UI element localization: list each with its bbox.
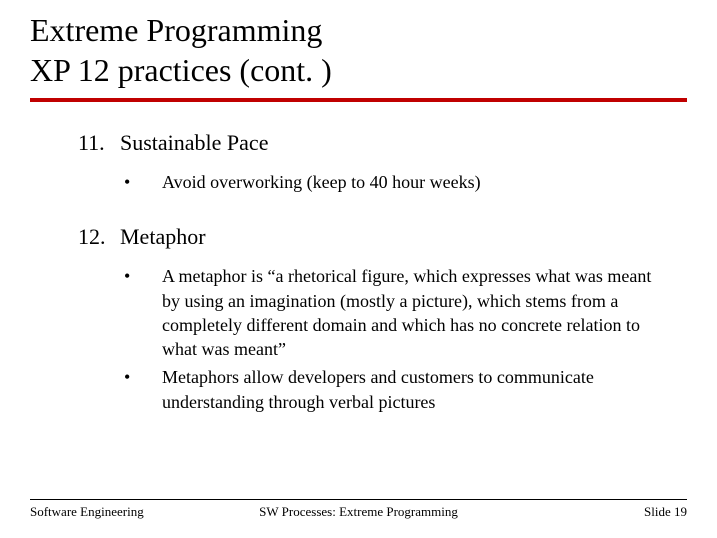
footer-rule — [30, 499, 687, 500]
item-number: 12. — [78, 224, 120, 250]
sub-item: • Avoid overworking (keep to 40 hour wee… — [120, 170, 687, 194]
sub-text: Avoid overworking (keep to 40 hour weeks… — [162, 170, 687, 194]
title-line-1: Extreme Programming — [30, 12, 322, 48]
sub-text: A metaphor is “a rhetorical figure, whic… — [162, 264, 687, 361]
slide-title: Extreme Programming XP 12 practices (con… — [30, 10, 687, 90]
title-rule — [30, 98, 687, 102]
footer-right: Slide 19 — [468, 504, 687, 520]
title-line-2: XP 12 practices (cont. ) — [30, 52, 332, 88]
item-number: 11. — [78, 130, 120, 156]
list-item: 11. Sustainable Pace • Avoid overworking… — [78, 130, 687, 194]
sub-text: Metaphors allow developers and customers… — [162, 365, 687, 414]
sub-item: • A metaphor is “a rhetorical figure, wh… — [120, 264, 687, 361]
item-label: Sustainable Pace — [120, 130, 268, 156]
bullet-icon: • — [120, 170, 162, 194]
footer-left: Software Engineering — [30, 504, 249, 520]
item-heading: 11. Sustainable Pace — [78, 130, 687, 156]
sub-list: • Avoid overworking (keep to 40 hour wee… — [78, 170, 687, 194]
sub-list: • A metaphor is “a rhetorical figure, wh… — [78, 264, 687, 414]
list-item: 12. Metaphor • A metaphor is “a rhetoric… — [78, 224, 687, 414]
content: 11. Sustainable Pace • Avoid overworking… — [30, 130, 687, 414]
footer-row: Software Engineering SW Processes: Extre… — [30, 504, 687, 520]
footer: Software Engineering SW Processes: Extre… — [30, 499, 687, 520]
bullet-icon: • — [120, 365, 162, 414]
slide: Extreme Programming XP 12 practices (con… — [0, 0, 717, 538]
sub-item: • Metaphors allow developers and custome… — [120, 365, 687, 414]
item-label: Metaphor — [120, 224, 206, 250]
item-heading: 12. Metaphor — [78, 224, 687, 250]
bullet-icon: • — [120, 264, 162, 361]
footer-center: SW Processes: Extreme Programming — [249, 504, 468, 520]
